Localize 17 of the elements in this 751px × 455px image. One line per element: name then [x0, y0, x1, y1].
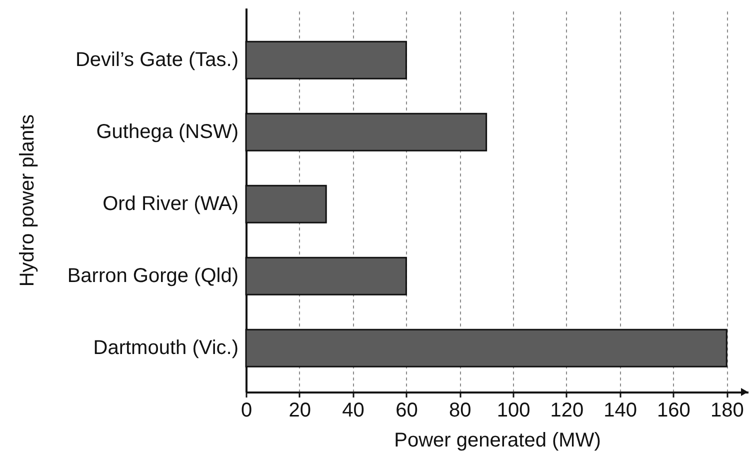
x-tick-label: 60	[396, 400, 418, 422]
x-tick-label: 0	[240, 400, 252, 422]
x-tick-label: 80	[448, 400, 472, 422]
y-tick-label: Guthega (NSW)	[96, 121, 238, 144]
y-axis-title: Hydro power plants	[16, 114, 38, 287]
x-tick-label: 140	[604, 400, 638, 422]
x-tick-label: 20	[288, 400, 312, 422]
x-axis-title: Power generated (MW)	[394, 430, 601, 452]
x-tick-label: 160	[657, 400, 690, 422]
x-tick-label: 100	[496, 400, 530, 422]
x-tick-label: 40	[342, 400, 364, 422]
y-tick-label: Devil’s Gate (Tas.)	[75, 49, 238, 72]
y-tick-label: Dartmouth (Vic.)	[93, 337, 238, 360]
y-tick-label: Barron Gorge (Qld)	[67, 265, 238, 288]
y-tick-label: Ord River (WA)	[102, 193, 238, 216]
x-tick-label: 180	[710, 400, 744, 422]
x-tick-label: 120	[550, 400, 584, 422]
